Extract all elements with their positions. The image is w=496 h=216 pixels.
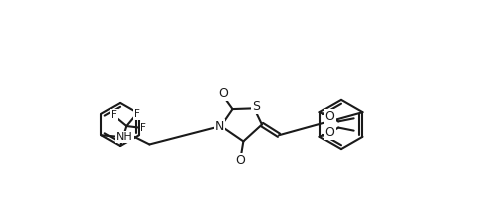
Text: N: N [215, 119, 224, 133]
Text: NH: NH [116, 132, 133, 142]
Text: O: O [235, 154, 245, 167]
Text: F: F [111, 110, 117, 120]
Text: O: O [325, 126, 334, 140]
Text: S: S [252, 100, 260, 113]
Text: O: O [325, 110, 334, 122]
Text: F: F [140, 122, 146, 133]
Text: F: F [134, 109, 140, 119]
Text: O: O [218, 87, 228, 100]
